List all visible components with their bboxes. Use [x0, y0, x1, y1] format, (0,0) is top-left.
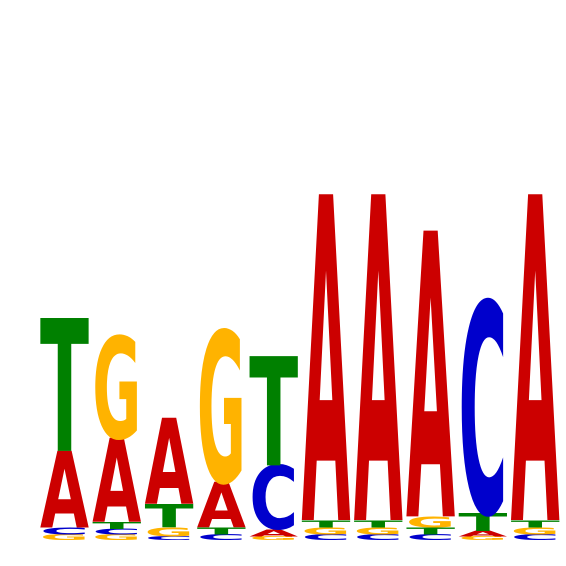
- letter-t-glyph: T: [145, 498, 194, 536]
- letter-t-glyph: T: [354, 518, 403, 530]
- letter-c-glyph: C: [40, 526, 89, 538]
- letter-t-glyph: T: [302, 518, 351, 530]
- letter-c-glyph: C: [197, 533, 246, 542]
- letter-g-glyph: G: [406, 514, 455, 531]
- letter-g-glyph: G: [249, 535, 298, 541]
- letter-g-glyph: G: [92, 533, 141, 542]
- letter-c-glyph: C: [458, 244, 507, 566]
- letter-a-glyph: A: [249, 527, 298, 539]
- letter-g-glyph: G: [197, 289, 246, 531]
- letter-a-glyph: A: [458, 529, 507, 538]
- letter-t-glyph: T: [92, 520, 141, 532]
- letter-a-glyph: A: [302, 107, 351, 566]
- letter-c-glyph: C: [406, 533, 455, 542]
- letter-t-glyph: T: [511, 518, 560, 530]
- letter-c-glyph: C: [92, 528, 141, 537]
- letter-g-glyph: G: [458, 535, 507, 541]
- letter-a-glyph: A: [145, 395, 194, 532]
- letter-t-glyph: T: [458, 508, 507, 537]
- letter-a-glyph: A: [354, 107, 403, 566]
- letter-g-glyph: G: [511, 525, 560, 537]
- letter-a-glyph: A: [197, 470, 246, 542]
- letter-c-glyph: C: [249, 449, 298, 550]
- letter-a-glyph: A: [406, 153, 455, 566]
- letter-t-glyph: T: [249, 326, 298, 501]
- letter-c-glyph: C: [354, 533, 403, 542]
- letter-g-glyph: G: [40, 533, 89, 542]
- letter-g-glyph: G: [302, 525, 351, 537]
- letter-t-glyph: T: [197, 525, 246, 537]
- letter-t-glyph: T: [406, 525, 455, 537]
- letter-g-glyph: G: [145, 525, 194, 539]
- letter-c-glyph: C: [302, 533, 351, 542]
- letter-t-glyph: T: [40, 281, 89, 494]
- letter-c-glyph: C: [145, 535, 194, 541]
- letter-g-glyph: G: [92, 309, 141, 472]
- letter-c-glyph: C: [511, 533, 560, 542]
- letter-a-glyph: A: [40, 432, 89, 553]
- letter-a-glyph: A: [511, 107, 560, 566]
- letter-a-glyph: A: [92, 415, 141, 549]
- letter-g-glyph: G: [354, 525, 403, 537]
